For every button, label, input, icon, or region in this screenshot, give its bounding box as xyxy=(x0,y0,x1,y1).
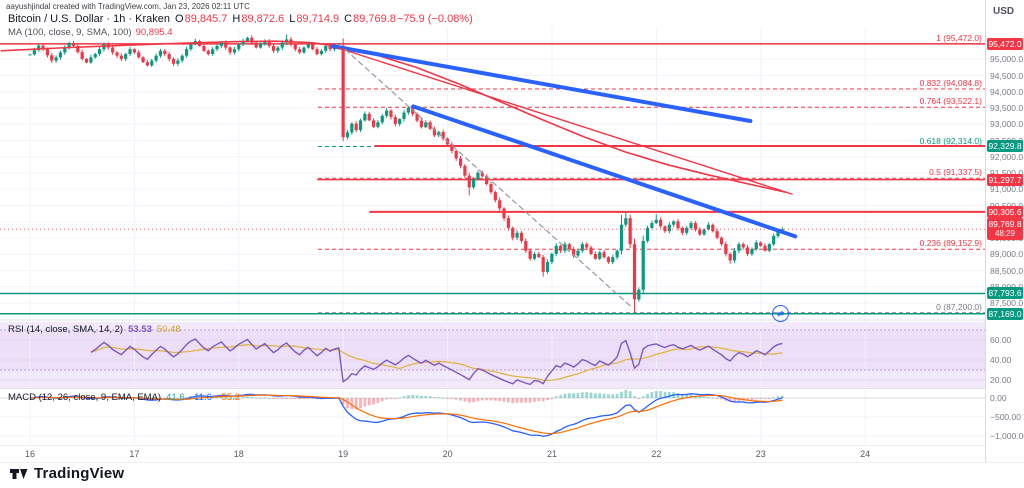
rsi-tick-label: 40.00 xyxy=(990,355,1012,365)
grid xyxy=(0,28,985,444)
macd-line-value: −11.6 xyxy=(188,392,212,403)
price-badge: 95,472.0 xyxy=(987,37,1023,50)
fib-level-label[interactable]: 1 (95,472.0) xyxy=(936,32,982,43)
upper-blue-trendline[interactable] xyxy=(330,44,753,123)
price-badge: 91,297.7 xyxy=(987,173,1023,186)
high-label: H xyxy=(232,13,241,25)
macd-tick-label: 0.00 xyxy=(990,393,1007,403)
tradingview-logo[interactable]: TradingView xyxy=(10,465,124,482)
rsi-tick-label: 60.00 xyxy=(990,335,1012,345)
time-tick-label: 17 xyxy=(129,449,140,459)
time-tick-label: 20 xyxy=(442,449,453,459)
fib-level-label[interactable]: 0.832 (94,084.8) xyxy=(919,77,982,88)
ma100-line[interactable] xyxy=(0,40,788,194)
macd-tick-label: −1,000.00 xyxy=(990,431,1024,441)
time-axis[interactable]: 16 17 18 19 20 21 22 23 24 xyxy=(0,446,985,462)
time-tick-label: 24 xyxy=(860,449,871,459)
price-tick-label: 89,000.0 xyxy=(990,249,1024,260)
rsi-label: RSI (14, close, SMA, 14, 2) xyxy=(8,324,124,335)
time-tick-label: 19 xyxy=(338,449,349,459)
rsi-value: 53.53 xyxy=(128,324,152,335)
tradingview-logo-text: TradingView xyxy=(34,465,125,482)
macd-hist-value: 41.6 xyxy=(166,392,185,403)
price-tick-label: 91,000.0 xyxy=(990,184,1024,195)
price-badge: 90,305.6 xyxy=(987,205,1023,218)
open-value: 89,845.7 xyxy=(184,13,228,25)
tradingview-logo-icon xyxy=(10,469,28,479)
price-badge: 92,329.8 xyxy=(987,140,1023,153)
fib-level-label[interactable]: 0.5 (91,337.5) xyxy=(929,167,982,178)
currency-label[interactable]: USD xyxy=(993,6,1015,17)
price-tick-label: 87,500.0 xyxy=(990,298,1024,308)
symbol-header: Bitcoin / U.S. Dollar · 1h · Kraken O89,8… xyxy=(8,13,473,25)
gray-dashed-trend[interactable] xyxy=(344,48,633,309)
price-badge: 89,769.8 48:29 xyxy=(987,218,1023,241)
macd-signal-value: −55.2 xyxy=(215,392,240,403)
fib-level-label[interactable]: 0 (87,200.0) xyxy=(936,301,982,312)
symbol-title[interactable]: Bitcoin / U.S. Dollar · 1h · Kraken xyxy=(8,13,171,25)
fib-level-label[interactable]: 0.764 (93,522.1) xyxy=(919,96,982,107)
watermark: aayushjindal created with TradingView.co… xyxy=(6,2,250,11)
fib-level-label[interactable]: 0.618 (92,314.0) xyxy=(919,135,982,146)
fib-retracement[interactable] xyxy=(318,43,985,314)
price-tick-label: 94,500.0 xyxy=(990,70,1024,81)
price-tick-label: 93,000.0 xyxy=(990,119,1024,130)
price-badge: 87,169.0 xyxy=(987,307,1023,320)
close-value: 89,769.8 xyxy=(353,13,396,25)
lower-blue-trendline[interactable] xyxy=(411,104,798,239)
price-tick-label: 88,000.0 xyxy=(990,282,1023,292)
ma-indicator-row[interactable]: MA (100, close, 9, SMA, 100) 90,895.4 xyxy=(8,27,173,38)
price-tick-label: 95,000.0 xyxy=(990,54,1024,65)
rsi-tick-label: 20.00 xyxy=(990,375,1012,385)
close-label: C xyxy=(344,13,353,25)
time-tick-label: 21 xyxy=(546,449,558,459)
price-badge: 87,793.6 xyxy=(987,287,1023,300)
fib-level-label[interactable]: 0.236 (89,152.9) xyxy=(919,238,982,249)
cycle-arrows-icon[interactable]: ⇄ xyxy=(772,305,789,322)
rsi-indicator-row[interactable]: RSI (14, close, SMA, 14, 2) 53.53 50.48 xyxy=(8,324,181,335)
price-tick-label: 93,500.0 xyxy=(990,103,1024,113)
time-tick-label: 16 xyxy=(24,449,36,459)
change-value: −75.9 (−0.08%) xyxy=(396,13,473,25)
open-label: O xyxy=(175,13,184,25)
low-label: L xyxy=(289,13,296,25)
ma-label: MA (100, close, 9, SMA, 100) xyxy=(8,27,132,38)
price-tick-label: 88,500.0 xyxy=(990,265,1024,276)
time-tick-label: 22 xyxy=(651,449,662,459)
macd-label: MACD (12, 26, close, 9, EMA, EMA) xyxy=(8,392,162,403)
ma-value: 90,895.4 xyxy=(135,27,173,38)
rsi-sma-value: 50.48 xyxy=(156,324,181,335)
price-tick-label: 91,500.0 xyxy=(990,168,1023,178)
macd-tick-label: −500.00 xyxy=(990,412,1021,422)
time-tick-label: 23 xyxy=(755,449,766,459)
price-tick-label: 90,500.0 xyxy=(990,201,1023,211)
price-tick-label: 92,000.0 xyxy=(990,151,1024,162)
red-descending-line[interactable] xyxy=(337,47,793,195)
low-value: 89,714.9 xyxy=(296,13,340,25)
macd-panel-series xyxy=(29,390,784,437)
price-tick-label: 94,000.0 xyxy=(990,86,1024,97)
macd-indicator-row[interactable]: MACD (12, 26, close, 9, EMA, EMA) 41.6 −11… xyxy=(8,392,240,403)
high-value: 89,872.6 xyxy=(241,13,285,25)
horizontal-levels[interactable] xyxy=(0,43,985,315)
price-axis[interactable]: USD 95,500.095,000.094,500.094,000.093,5… xyxy=(985,0,1024,462)
rsi-line xyxy=(90,338,783,386)
time-tick-label: 18 xyxy=(233,449,244,459)
